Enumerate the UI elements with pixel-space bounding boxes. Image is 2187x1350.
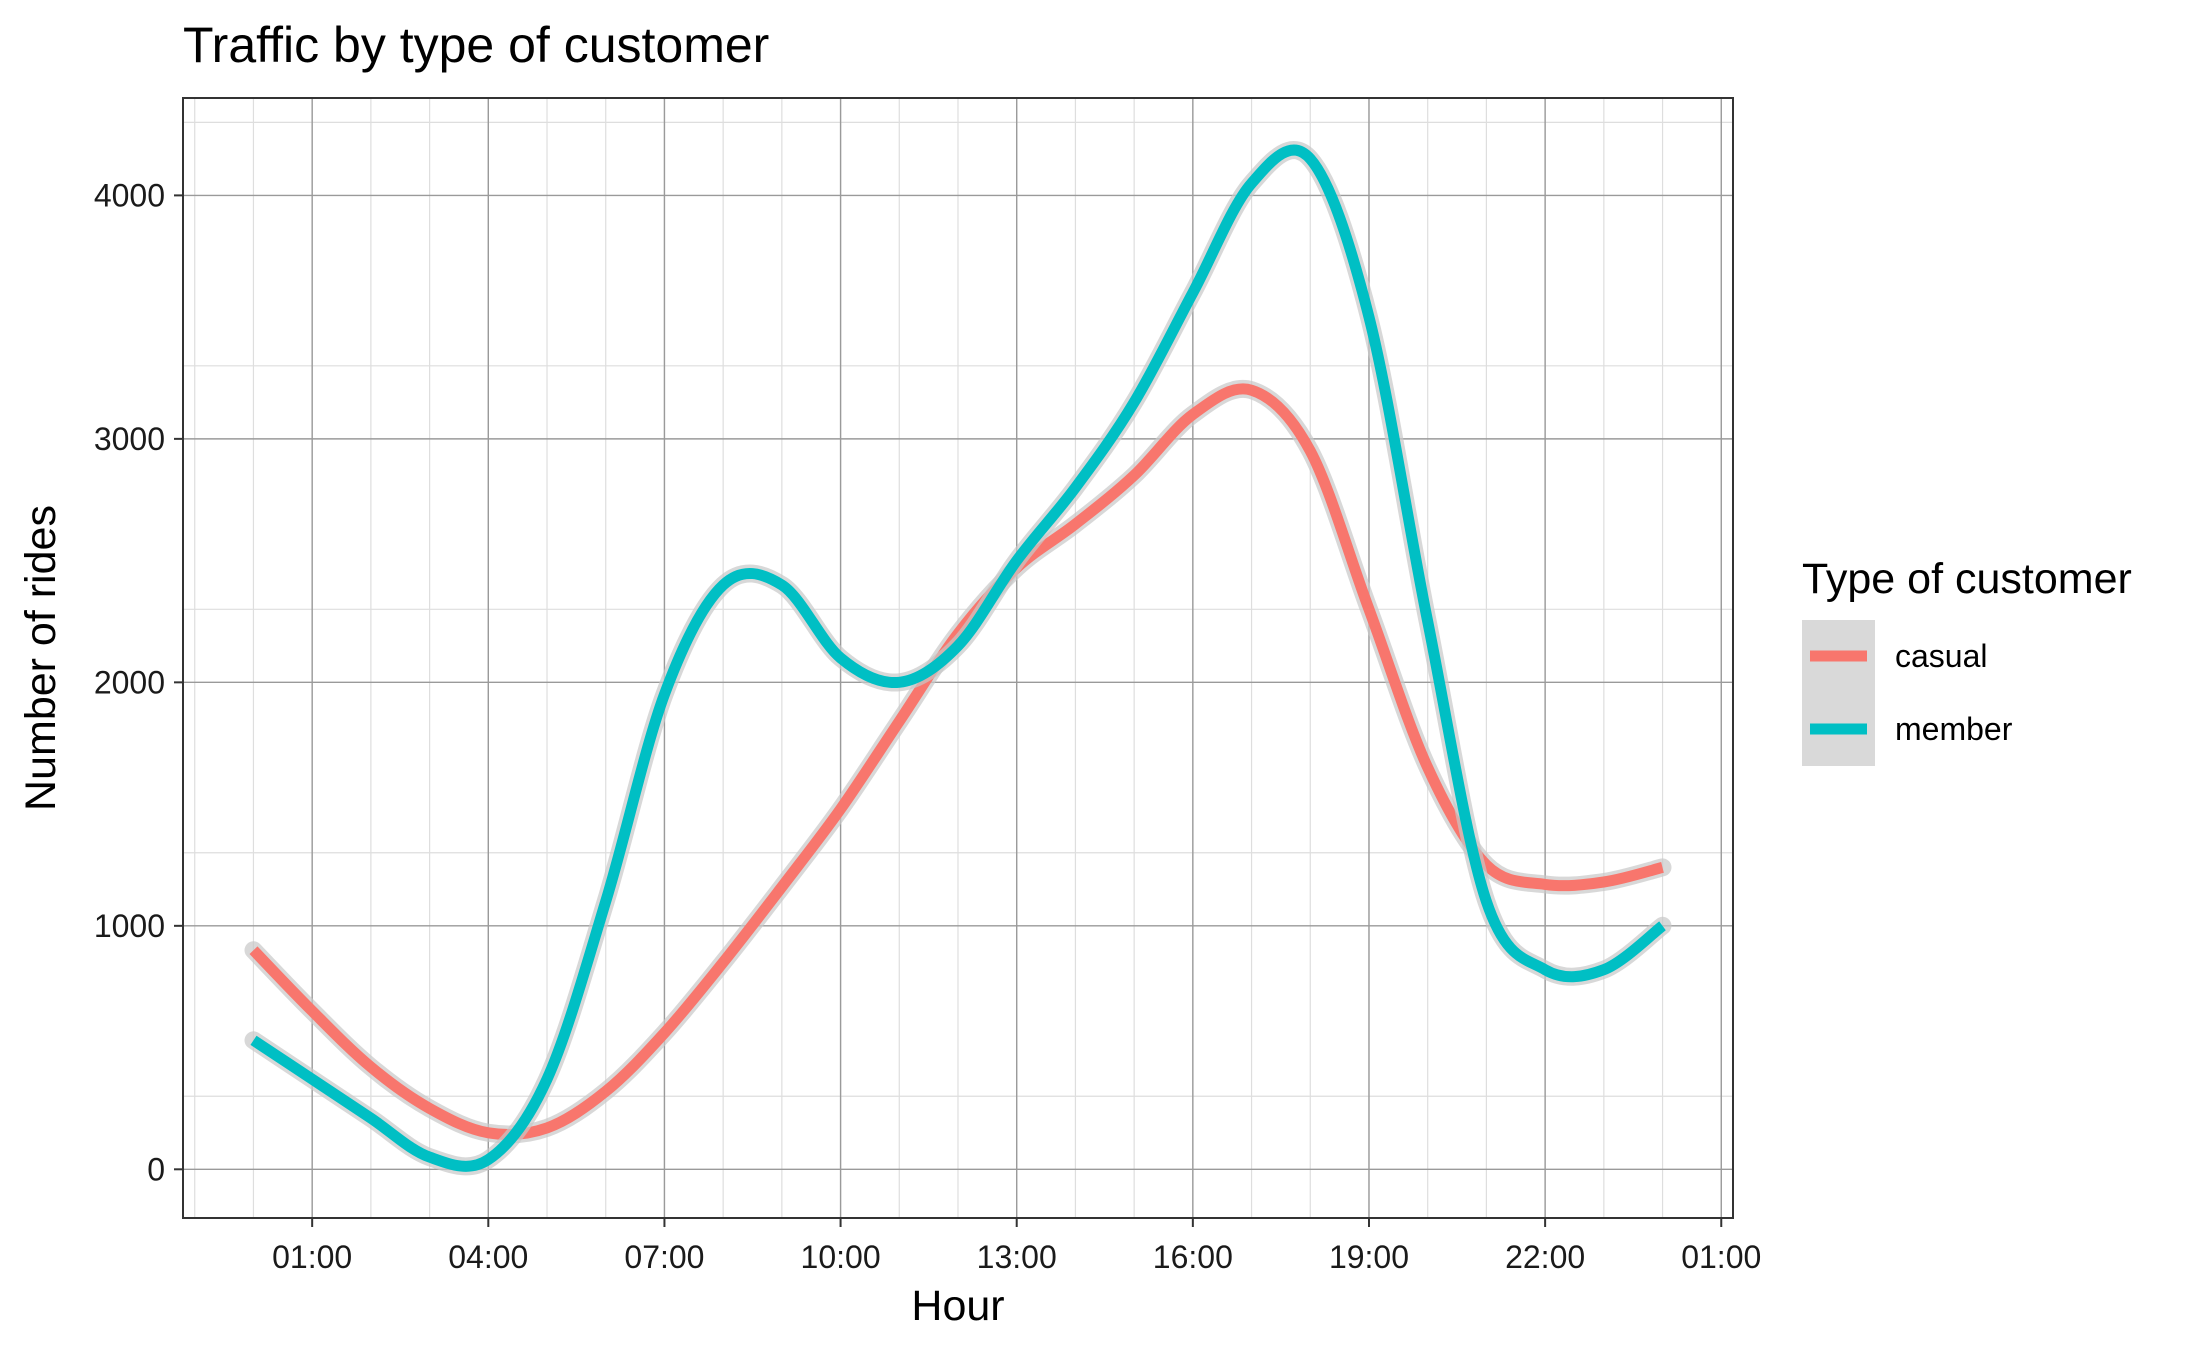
y-tick-label: 1000 bbox=[94, 908, 165, 944]
chart-title: Traffic by type of customer bbox=[183, 17, 769, 73]
y-axis: 0 1000 2000 3000 4000 bbox=[94, 177, 183, 1187]
legend-title: Type of customer bbox=[1802, 555, 2132, 603]
y-tick-label: 3000 bbox=[94, 421, 165, 457]
series-member-line bbox=[250, 144, 1666, 1172]
grid bbox=[183, 98, 1733, 1218]
x-tick-label: 07:00 bbox=[624, 1239, 704, 1275]
x-tick-label: 19:00 bbox=[1329, 1239, 1409, 1275]
y-axis-title: Number of rides bbox=[17, 505, 65, 811]
legend-key-background bbox=[1802, 620, 1875, 766]
y-tick-label: 2000 bbox=[94, 664, 165, 700]
x-tick-label: 01:00 bbox=[1681, 1239, 1761, 1275]
y-tick-label: 0 bbox=[147, 1151, 165, 1187]
x-tick-label: 10:00 bbox=[801, 1239, 881, 1275]
x-tick-label: 01:00 bbox=[272, 1239, 352, 1275]
x-tick-label: 22:00 bbox=[1505, 1239, 1585, 1275]
y-tick-label: 4000 bbox=[94, 177, 165, 213]
legend-label-casual: casual bbox=[1895, 638, 1988, 674]
x-tick-label: 04:00 bbox=[448, 1239, 528, 1275]
x-tick-label: 16:00 bbox=[1153, 1239, 1233, 1275]
plot-panel-border bbox=[182, 97, 1734, 1219]
x-axis: 01:00 04:00 07:00 10:00 13:00 16:00 19:00 22:00… bbox=[272, 1218, 1761, 1275]
legend-label-member: member bbox=[1895, 711, 2013, 747]
legend: Type of customer casual member bbox=[1802, 555, 2132, 766]
x-tick-label: 13:00 bbox=[977, 1239, 1057, 1275]
series-lines bbox=[244, 141, 1672, 1176]
x-axis-title: Hour bbox=[911, 1282, 1004, 1330]
